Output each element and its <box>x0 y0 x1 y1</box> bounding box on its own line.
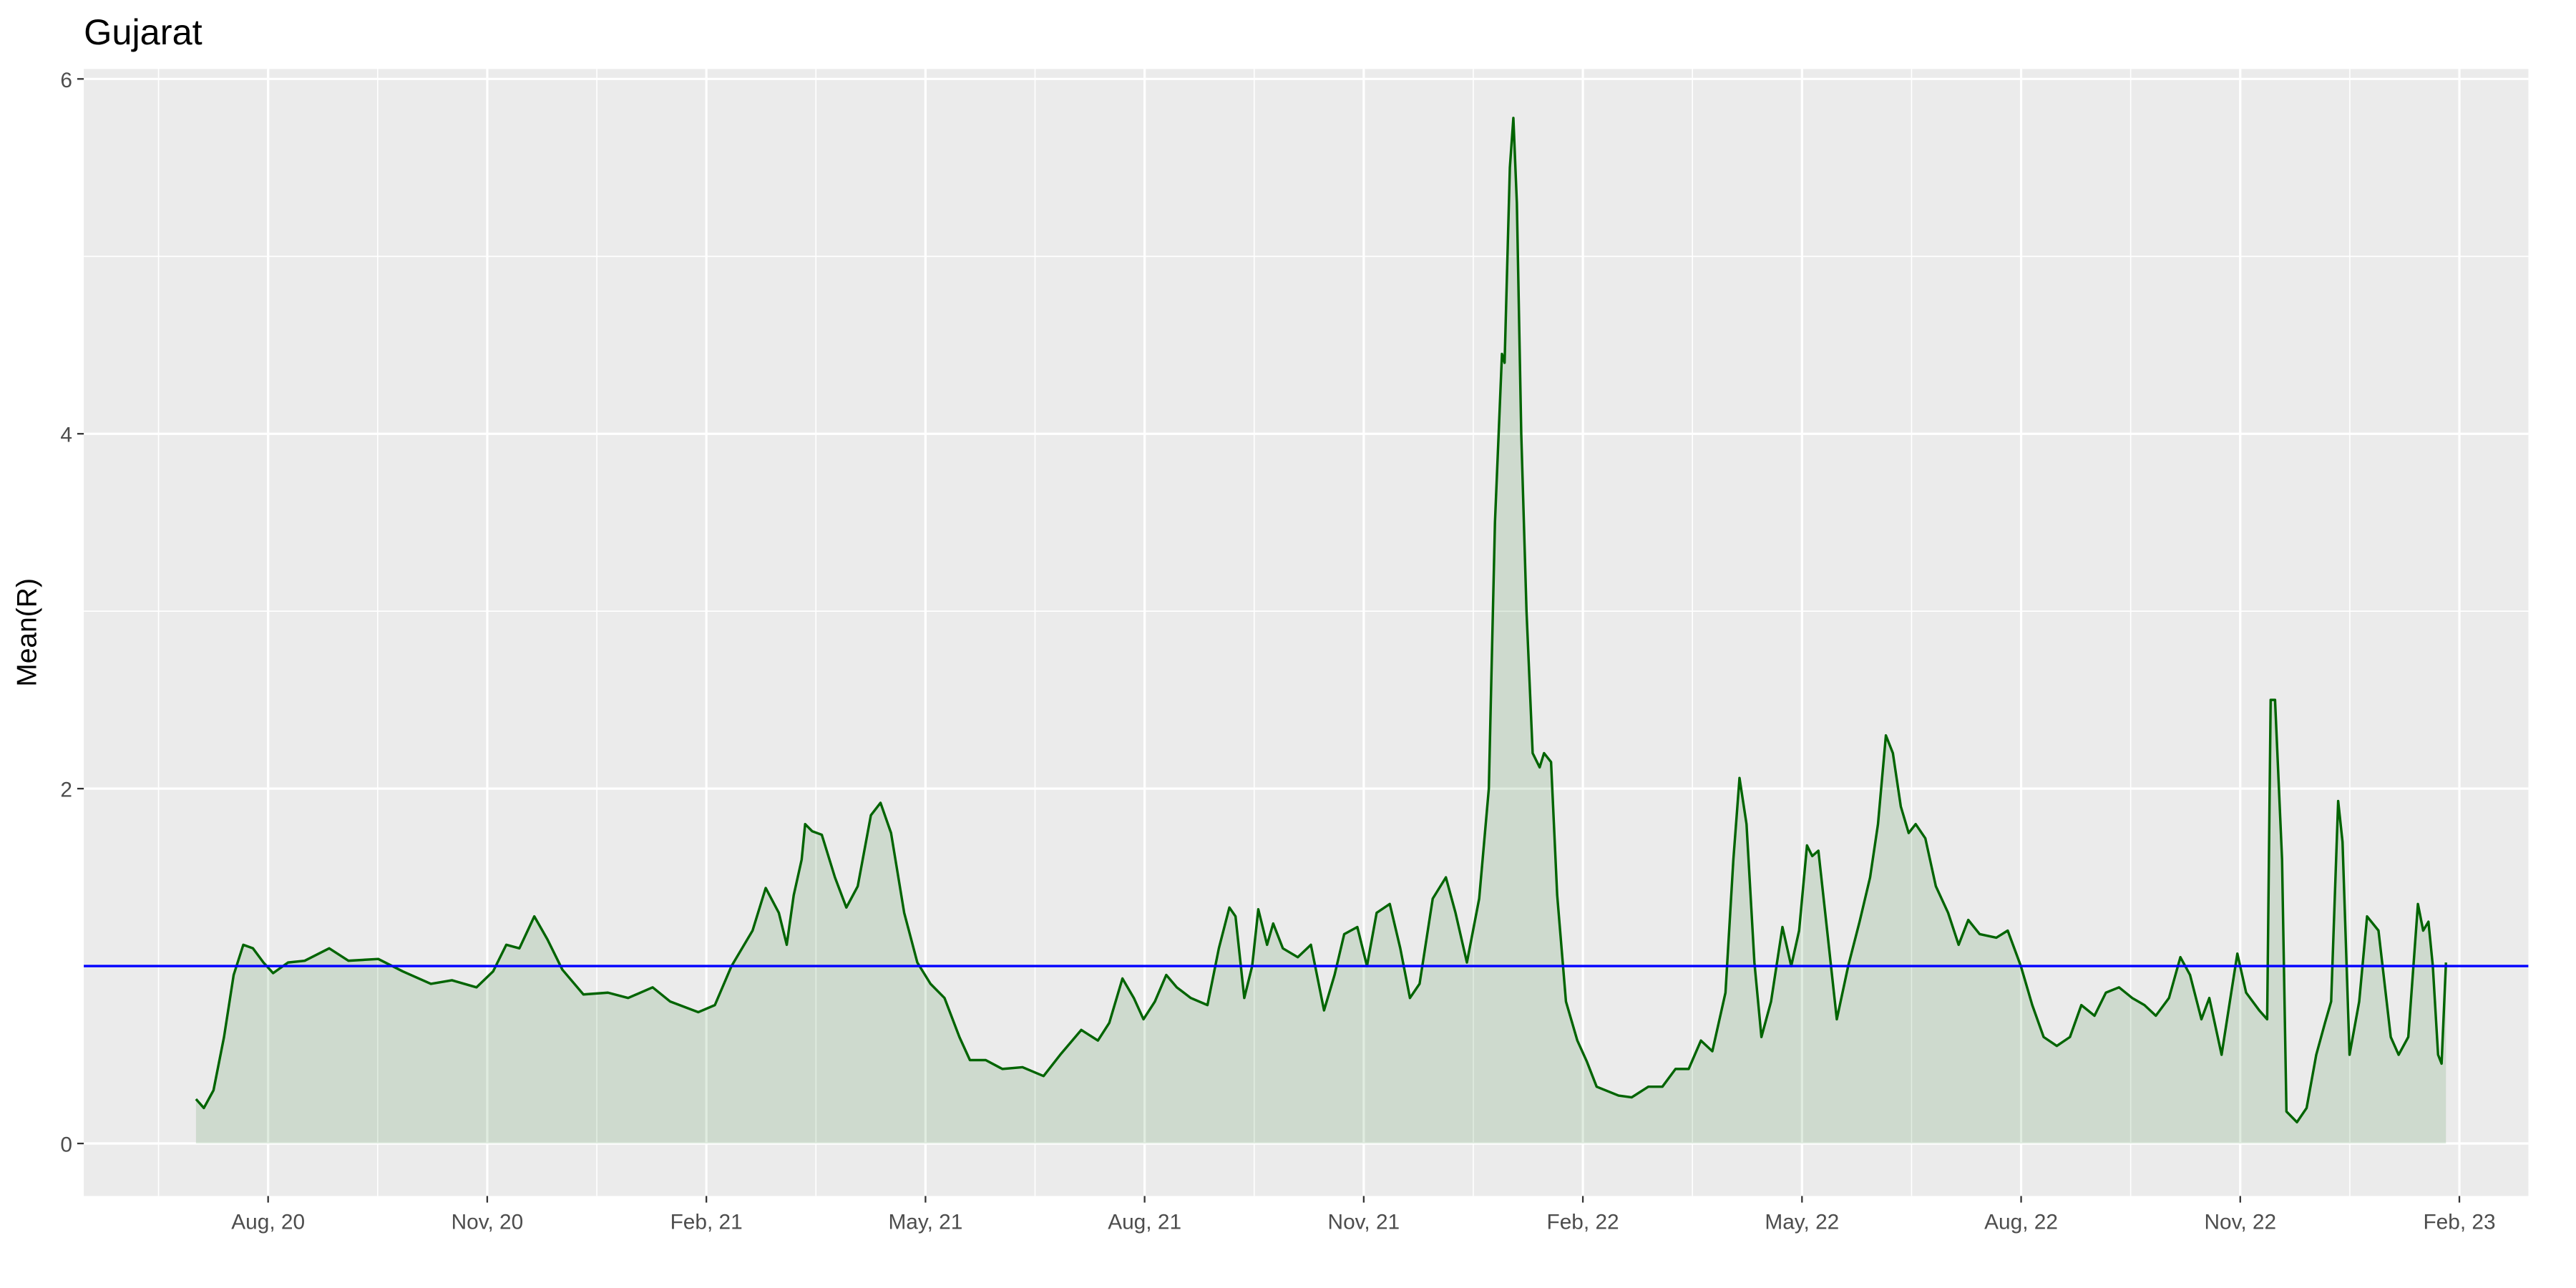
x-tick-label: May, 22 <box>1765 1210 1839 1234</box>
axes: 0 2 4 6 Aug, 20 Nov, 20 Feb, 21 May, 21 Aug, 21 N… <box>60 69 2495 1234</box>
chart-title: Gujarat <box>84 11 203 52</box>
x-tick-label: Aug, 21 <box>1108 1210 1181 1234</box>
y-tick-label: 0 <box>60 1133 72 1157</box>
marks <box>84 117 2529 1144</box>
y-axis-label: Mean(R) <box>12 578 43 687</box>
y-tick-label: 6 <box>60 69 72 92</box>
x-tick-label: Feb, 23 <box>2423 1210 2495 1234</box>
y-tick-label: 2 <box>60 779 72 802</box>
x-tick-label: Feb, 22 <box>1547 1210 1619 1234</box>
grid <box>84 69 2529 1196</box>
x-tick-label: May, 21 <box>888 1210 962 1234</box>
x-tick-label: Nov, 20 <box>452 1210 524 1234</box>
x-tick-label: Aug, 20 <box>231 1210 305 1234</box>
x-tick-label: Nov, 21 <box>1328 1210 1400 1234</box>
x-tick-label: Feb, 21 <box>670 1210 743 1234</box>
x-tick-label: Nov, 22 <box>2204 1210 2276 1234</box>
area <box>195 117 2446 1144</box>
y-tick-label: 4 <box>60 424 72 447</box>
line <box>195 117 2447 1123</box>
x-tick-label: Aug, 22 <box>1984 1210 2058 1234</box>
